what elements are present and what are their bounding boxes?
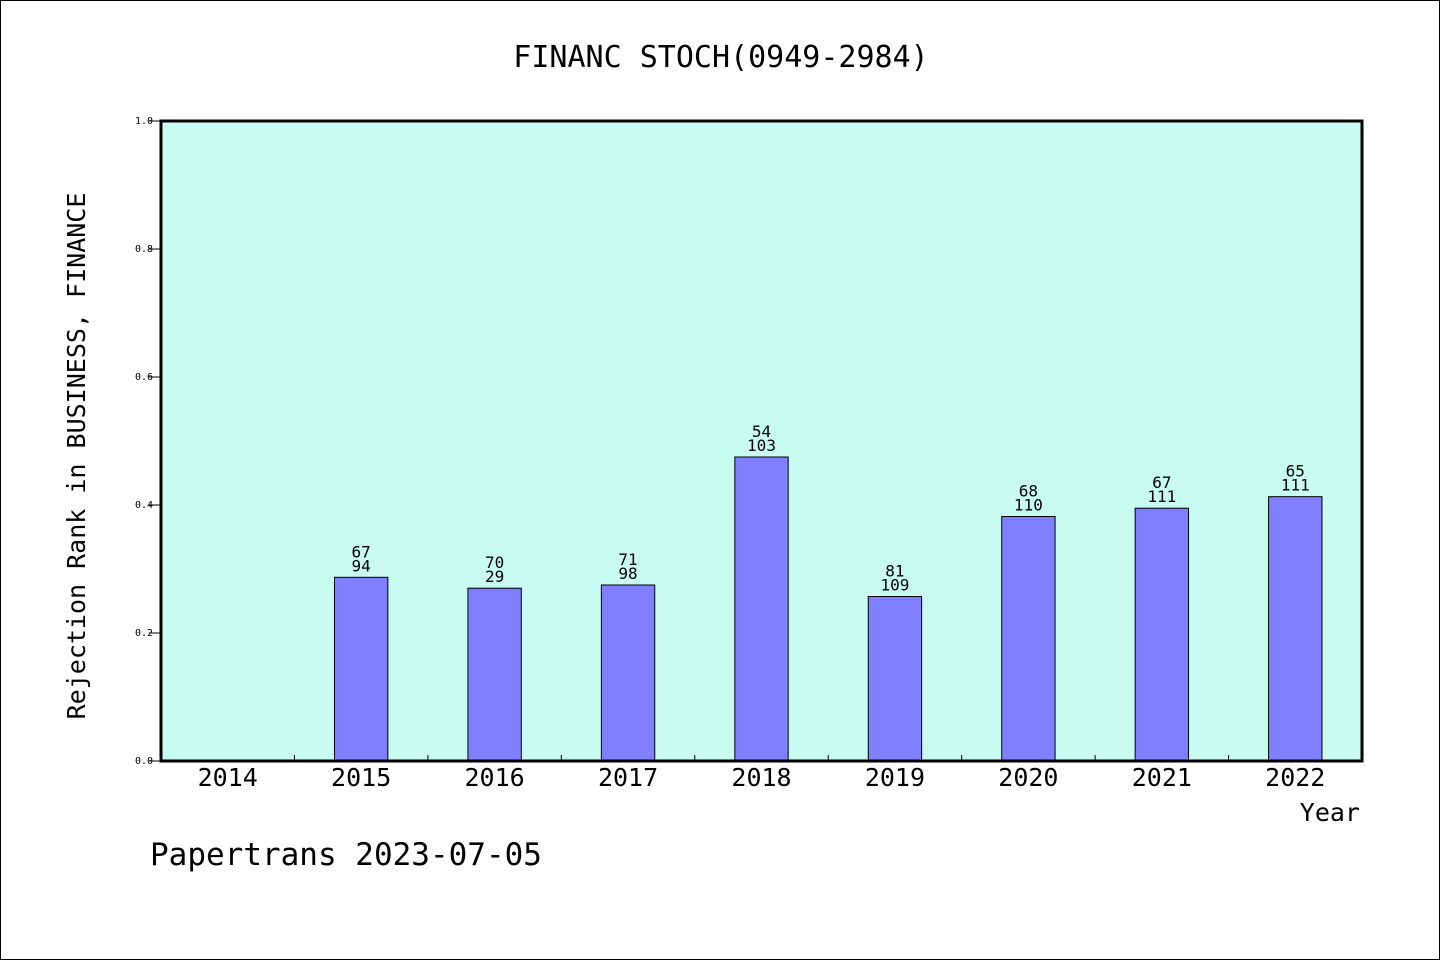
bar-label-bottom-2016: 29	[485, 567, 504, 586]
bar-label-top-2018: 54	[752, 422, 771, 441]
bar-label-top-2015: 67	[352, 542, 371, 561]
bar-label-bottom-2020: 110	[1014, 496, 1043, 515]
x-tick-label-2016: 2016	[465, 763, 525, 792]
bar-label-top-2019: 81	[885, 562, 904, 581]
x-tick-label-2020: 2020	[998, 763, 1058, 792]
y-axis-label: Rejection Rank in BUSINESS, FINANCE	[62, 193, 91, 720]
y-tick-label-0.8: 0.8	[135, 244, 153, 255]
y-axis: 0.0 0.2 0.4 0.6 0.8 1.0	[135, 116, 161, 767]
bar-2016	[467, 587, 522, 762]
x-tick-label-2022: 2022	[1265, 763, 1325, 792]
bar-label-bottom-2021: 111	[1147, 487, 1176, 506]
bar-2015	[333, 576, 389, 762]
bar-label-top-2016: 70	[485, 553, 504, 572]
y-tick-label-0.2: 0.2	[135, 628, 153, 639]
x-tick-label-2018: 2018	[731, 763, 791, 792]
x-tick-label-2021: 2021	[1132, 763, 1192, 792]
x-tick-label-2017: 2017	[598, 763, 658, 792]
bar-label-bottom-2018: 103	[747, 436, 776, 455]
y-tick-label-1.0: 1.0	[135, 116, 153, 127]
bar-label-bottom-2019: 109	[880, 576, 909, 595]
x-tick-label-2019: 2019	[865, 763, 925, 792]
x-tick-label-2014: 2014	[198, 763, 258, 792]
bar-2020	[1001, 516, 1056, 762]
bar-label-top-2021: 67	[1152, 473, 1171, 492]
bar-2017	[600, 584, 656, 762]
bar-2019	[867, 596, 923, 762]
chart-title: FINANC STOCH(0949-2984)	[513, 40, 928, 75]
x-axis: 2014 2015 2016 2017 2018 2019 2020 2021 2022	[198, 755, 1325, 792]
bar-label-top-2017: 71	[618, 550, 637, 569]
x-axis-label: Year	[1300, 798, 1360, 827]
bar-label-top-2020: 68	[1019, 482, 1038, 501]
bar-2018	[734, 456, 789, 762]
plot-frame	[159, 119, 1364, 763]
bar-2021	[1134, 507, 1190, 762]
y-tick-label-0.4: 0.4	[135, 500, 153, 511]
y-tick-label-0.0: 0.0	[135, 756, 153, 767]
x-tick-label-2015: 2015	[331, 763, 391, 792]
y-tick-label-0.6: 0.6	[135, 372, 153, 383]
bar-label-bottom-2017: 98	[618, 564, 637, 583]
footer-credit: Papertrans 2023-07-05	[150, 837, 542, 873]
bar-label-bottom-2015: 94	[352, 556, 371, 575]
bar-2022	[1268, 496, 1323, 762]
bar-label-bottom-2022: 111	[1281, 476, 1310, 495]
bar-label-top-2022: 65	[1286, 462, 1305, 481]
